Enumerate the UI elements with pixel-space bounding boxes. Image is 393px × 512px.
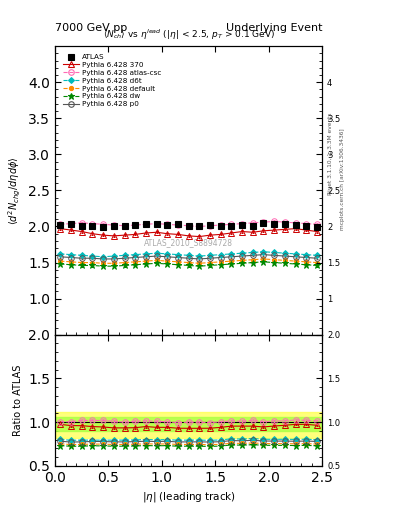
Text: 7000 GeV pp: 7000 GeV pp [55, 23, 127, 33]
Text: $\langle N_{ch}\rangle$ vs $\eta^{lead}$ ($|\eta|$ < 2.5, $p_T$ > 0.1 GeV): $\langle N_{ch}\rangle$ vs $\eta^{lead}$… [103, 27, 275, 42]
Y-axis label: Ratio to ATLAS: Ratio to ATLAS [13, 365, 23, 436]
Text: Rivet 3.1.10, ≥ 3.3M events: Rivet 3.1.10, ≥ 3.3M events [328, 112, 333, 195]
Y-axis label: $\langle d^2 N_{chg}/d\eta d\phi\rangle$: $\langle d^2 N_{chg}/d\eta d\phi\rangle$ [6, 156, 23, 225]
Text: Underlying Event: Underlying Event [226, 23, 322, 33]
Text: ATLAS_2010_S8894728: ATLAS_2010_S8894728 [144, 238, 233, 247]
Text: mcplots.cern.ch [arXiv:1306.3436]: mcplots.cern.ch [arXiv:1306.3436] [340, 129, 345, 230]
X-axis label: $|\eta|$ (leading track): $|\eta|$ (leading track) [141, 490, 236, 504]
Bar [55, 417, 322, 431]
Legend: ATLAS, Pythia 6.428 370, Pythia 6.428 atlas-csc, Pythia 6.428 d6t, Pythia 6.428 : ATLAS, Pythia 6.428 370, Pythia 6.428 at… [61, 53, 162, 109]
Bar [55, 412, 322, 438]
